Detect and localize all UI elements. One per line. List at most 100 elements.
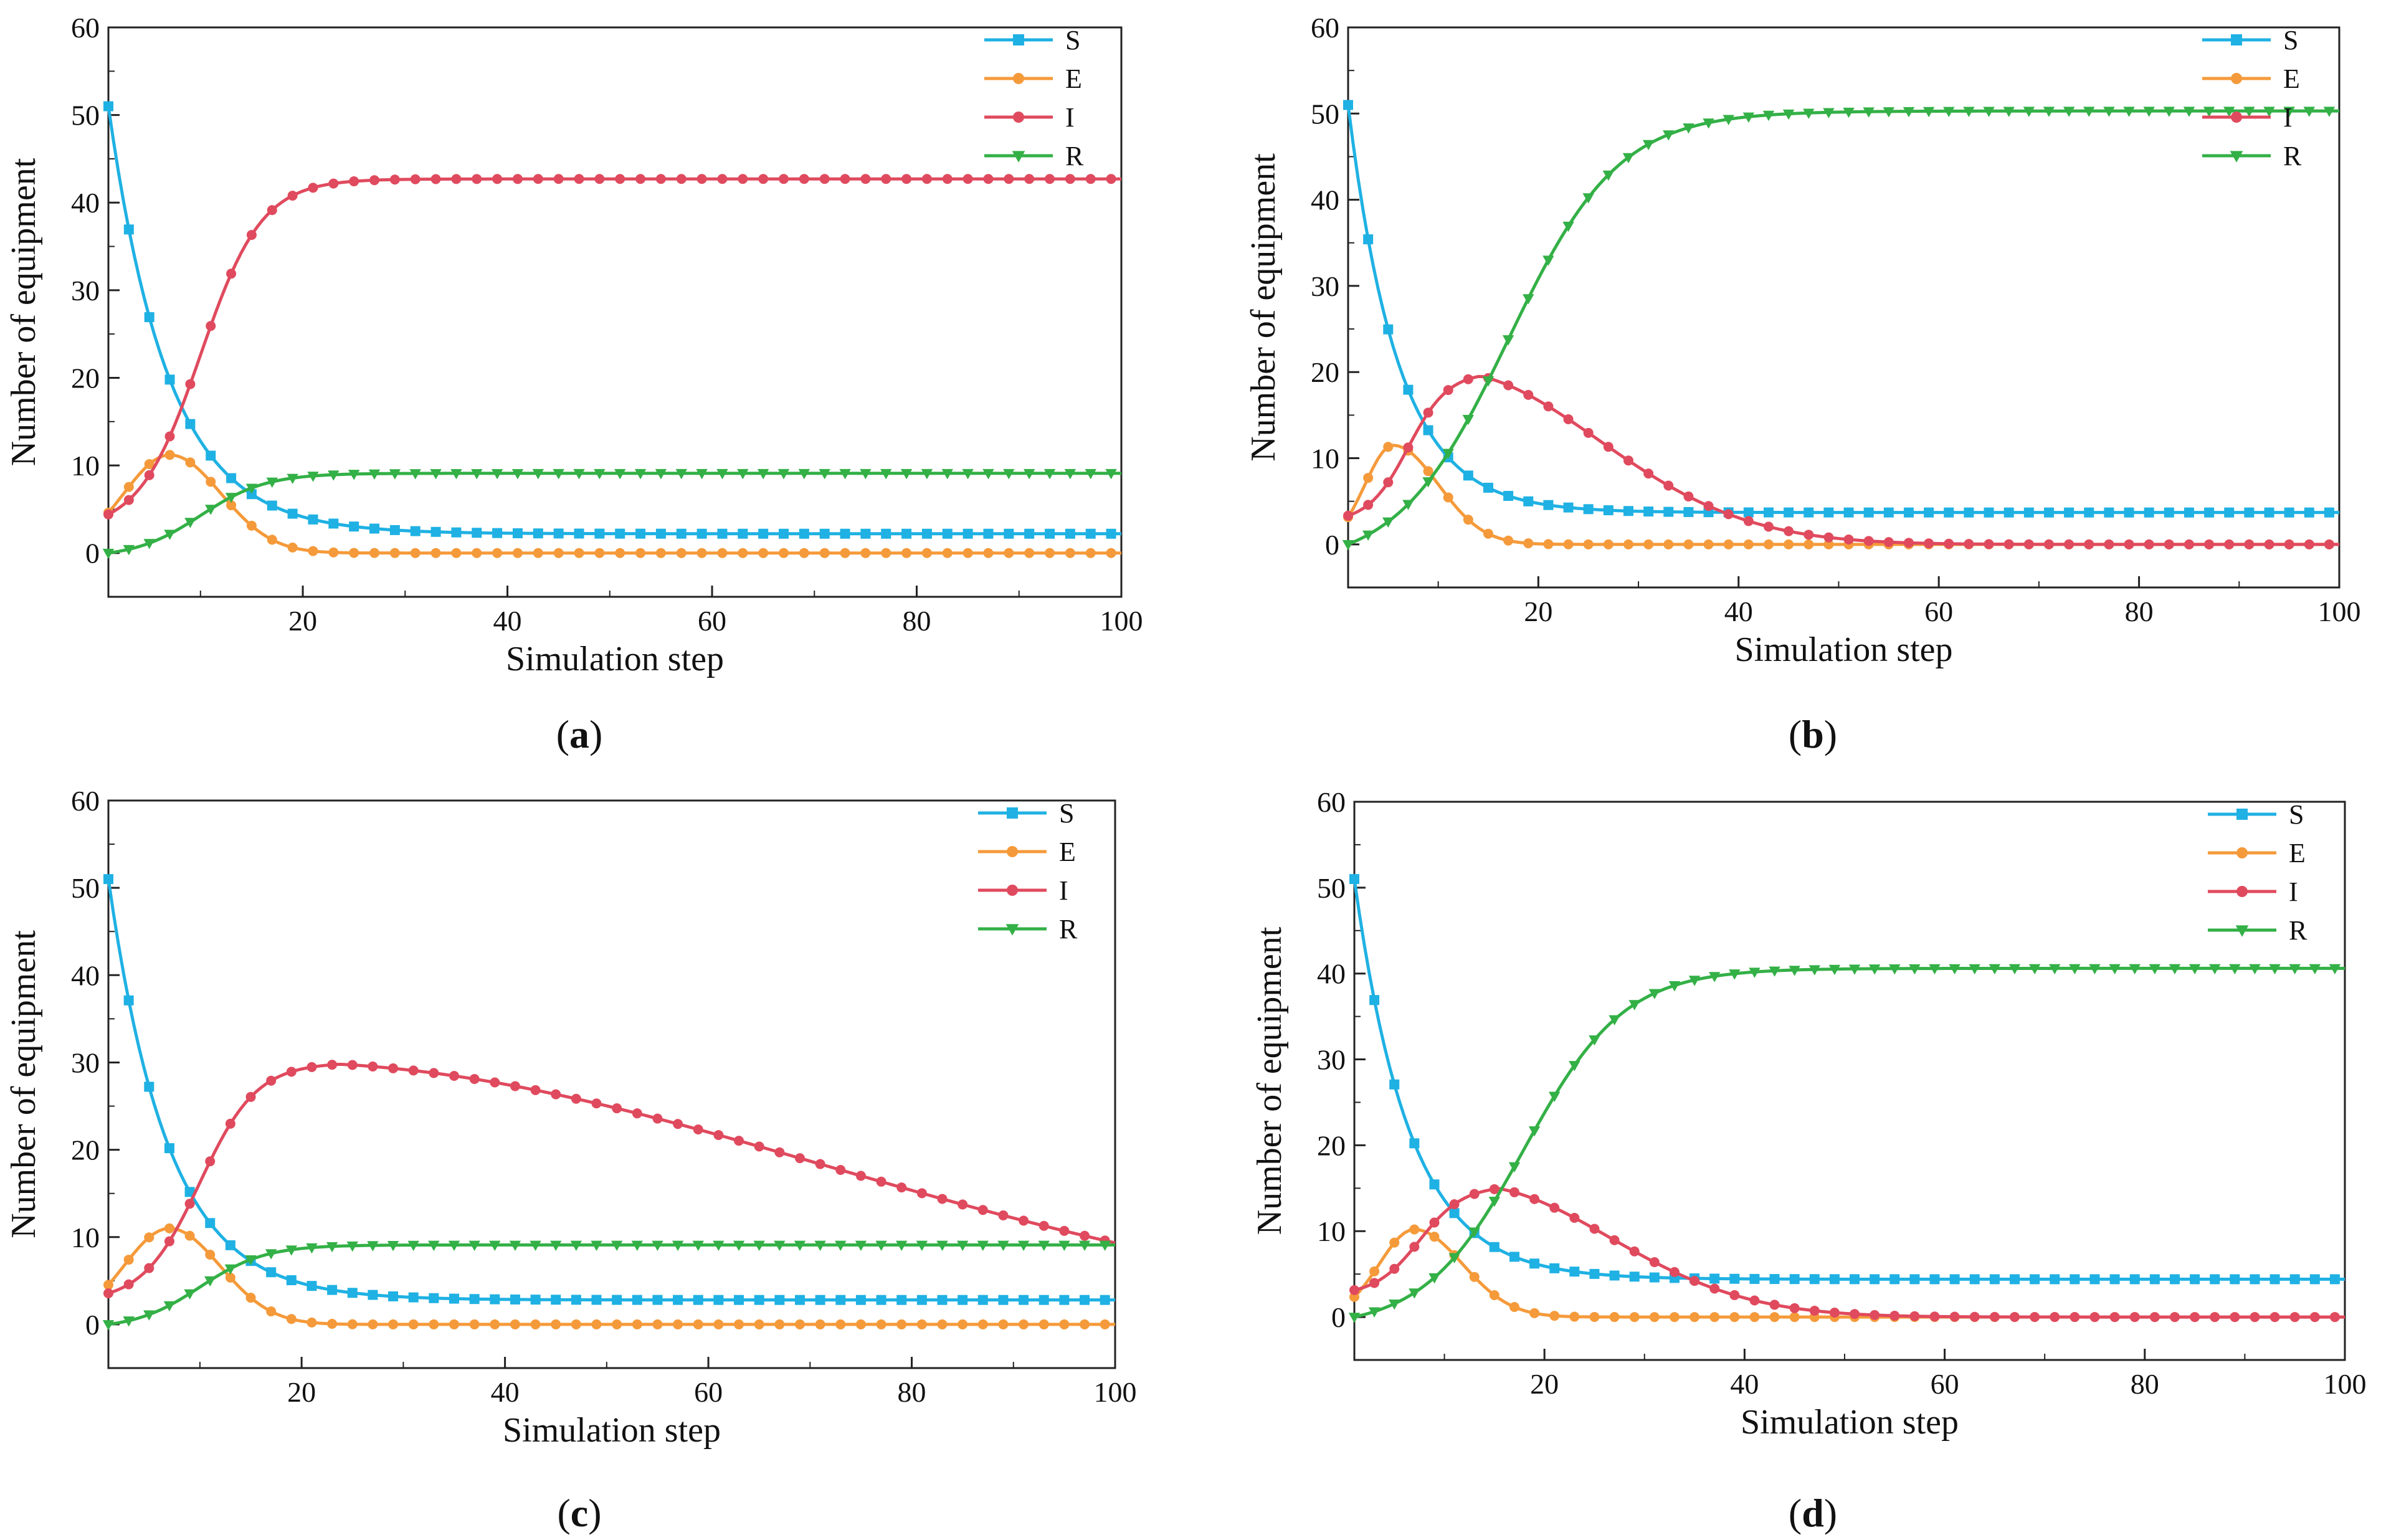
data-point-marker <box>143 1310 155 1321</box>
data-point <box>983 528 994 539</box>
data-point-marker <box>900 468 913 480</box>
data-point-marker <box>1383 442 1394 452</box>
data-point <box>632 1295 642 1305</box>
data-point <box>308 514 318 525</box>
data-point-marker <box>962 468 974 480</box>
y-tick-label: 50 <box>1311 98 1339 130</box>
data-point-marker <box>1059 1319 1070 1329</box>
data-point <box>163 1301 176 1312</box>
legend-label-R: R <box>2283 141 2302 171</box>
data-point-marker <box>1343 510 1353 521</box>
x-tick-label: 100 <box>1094 1376 1137 1408</box>
series-line-S <box>1346 105 2339 515</box>
data-point <box>1085 528 1096 539</box>
data-point <box>1409 1288 1420 1299</box>
data-point <box>2084 507 2094 518</box>
data-point <box>1943 107 1955 118</box>
data-point-marker <box>2149 964 2161 975</box>
y-tick-label: 10 <box>1317 1215 1346 1247</box>
data-point-marker <box>1549 1311 1560 1321</box>
data-point <box>1563 502 1574 513</box>
legend-marker-E <box>2236 847 2248 858</box>
data-point <box>819 468 830 480</box>
data-point <box>2203 107 2215 117</box>
data-point <box>326 1242 338 1253</box>
data-point-marker <box>1428 1273 1440 1284</box>
data-point-marker <box>876 1295 886 1305</box>
data-point-marker <box>983 528 994 539</box>
data-point <box>794 1319 805 1329</box>
data-point <box>1903 538 1914 548</box>
data-point-marker <box>1508 1162 1521 1173</box>
data-point-marker <box>1629 1312 1640 1323</box>
data-point <box>1889 1310 1900 1321</box>
data-point <box>997 1240 1009 1251</box>
data-point-marker <box>916 1319 927 1329</box>
data-point-marker <box>184 1289 196 1300</box>
data-point <box>1889 1274 1900 1285</box>
data-point-marker <box>758 528 769 539</box>
x-tick-label: 80 <box>898 1376 926 1408</box>
data-point-marker <box>819 468 830 480</box>
data-point <box>2023 507 2034 518</box>
data-point-marker <box>1743 516 1754 526</box>
data-point-marker <box>1989 964 2001 975</box>
data-point-marker <box>1462 414 1475 425</box>
data-point-marker <box>1903 107 1915 118</box>
data-point-marker <box>1683 123 1694 134</box>
data-point <box>1870 1274 1880 1285</box>
data-point-marker <box>1944 538 1954 549</box>
data-point <box>1589 1224 1600 1234</box>
data-point-marker <box>717 528 728 539</box>
data-point <box>1017 1240 1030 1251</box>
data-point <box>921 174 932 184</box>
data-point <box>1449 1199 1460 1210</box>
data-point-marker <box>1843 507 1854 518</box>
data-point-marker <box>612 1103 622 1114</box>
data-point-marker <box>1443 385 1453 396</box>
data-point-marker <box>1342 540 1354 551</box>
data-point <box>492 174 503 184</box>
data-point-marker <box>1059 1295 1070 1305</box>
data-point <box>1024 174 1035 184</box>
data-point-marker <box>327 1319 338 1329</box>
data-point-marker <box>835 1164 846 1175</box>
data-point-marker <box>2144 507 2154 518</box>
data-point-marker <box>1583 504 1594 515</box>
data-point-marker <box>942 548 953 558</box>
data-point-marker <box>204 1276 216 1287</box>
data-point <box>1100 1295 1110 1305</box>
data-point <box>1343 100 1353 110</box>
data-point <box>632 1319 642 1329</box>
data-point-marker <box>1043 468 1056 480</box>
data-point-marker <box>1883 537 1894 548</box>
data-point-marker <box>2309 1312 2320 1323</box>
data-point <box>449 1319 459 1329</box>
data-point <box>1508 1162 1521 1173</box>
data-point <box>1749 967 1761 978</box>
data-point-marker <box>1883 107 1895 118</box>
legend-label-I: I <box>2289 877 2298 907</box>
data-point <box>673 1119 683 1129</box>
data-point <box>1623 539 1633 549</box>
data-point <box>509 1240 521 1251</box>
data-point <box>1019 1215 1029 1226</box>
x-axis-label: Simulation step <box>506 640 724 678</box>
data-point <box>936 1240 948 1251</box>
data-point <box>102 548 115 559</box>
data-point <box>855 1171 866 1181</box>
data-point-marker <box>123 1255 134 1265</box>
data-point <box>1563 539 1574 549</box>
data-point-marker <box>881 548 891 558</box>
data-point-marker <box>881 174 891 184</box>
data-point <box>2144 507 2154 518</box>
data-point <box>632 1108 642 1119</box>
data-point-marker <box>2269 1312 2280 1323</box>
data-point-marker <box>368 469 381 480</box>
data-point <box>185 419 196 429</box>
data-point <box>896 1240 908 1251</box>
data-point-marker <box>696 528 707 539</box>
data-point <box>184 518 196 528</box>
data-point-marker <box>676 548 687 558</box>
